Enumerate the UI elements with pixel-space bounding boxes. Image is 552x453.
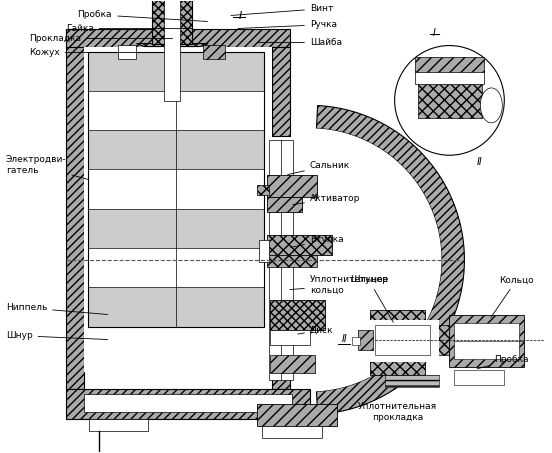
Text: II: II bbox=[342, 334, 348, 344]
Bar bbox=[454, 370, 505, 385]
Bar bbox=[88, 248, 264, 287]
Bar bbox=[259, 240, 269, 262]
Bar bbox=[270, 355, 315, 372]
Text: Кожух: Кожух bbox=[29, 48, 152, 57]
Text: Ниппель: Ниппель bbox=[6, 303, 108, 314]
Bar bbox=[375, 325, 429, 355]
Bar bbox=[203, 44, 225, 58]
Text: Штуцер: Штуцер bbox=[350, 275, 393, 322]
Bar bbox=[370, 310, 424, 375]
Polygon shape bbox=[316, 106, 464, 414]
Text: Электродви-
гатель: Электродви- гатель bbox=[6, 155, 88, 179]
Text: Пробка: Пробка bbox=[78, 10, 208, 21]
Text: Кольцо: Кольцо bbox=[491, 275, 534, 318]
Bar bbox=[267, 255, 317, 267]
Circle shape bbox=[395, 46, 505, 155]
Bar bbox=[267, 197, 302, 212]
Bar bbox=[270, 330, 310, 345]
Bar bbox=[88, 52, 264, 91]
Text: I: I bbox=[238, 10, 242, 21]
Polygon shape bbox=[310, 129, 442, 391]
Bar bbox=[272, 47, 290, 136]
Bar bbox=[257, 185, 269, 195]
Bar bbox=[88, 287, 264, 327]
Bar bbox=[417, 82, 482, 118]
Bar bbox=[358, 330, 373, 350]
Text: II: II bbox=[476, 157, 482, 167]
Bar bbox=[267, 235, 332, 255]
Text: Сальник: Сальник bbox=[288, 161, 350, 174]
Text: Диск: Диск bbox=[298, 325, 333, 334]
Bar bbox=[424, 325, 449, 355]
Bar bbox=[88, 419, 148, 431]
Text: Ручка: Ручка bbox=[238, 20, 337, 29]
Text: Втулка: Втулка bbox=[291, 236, 343, 247]
Text: Активатор: Активатор bbox=[293, 193, 360, 205]
Bar bbox=[270, 300, 325, 330]
Bar bbox=[119, 44, 136, 58]
Bar bbox=[83, 395, 292, 412]
Bar bbox=[66, 29, 290, 47]
Text: Шайба: Шайба bbox=[258, 38, 342, 47]
Text: Прокладка: Прокладка bbox=[29, 34, 173, 43]
Bar bbox=[370, 320, 439, 361]
Text: Гайка: Гайка bbox=[66, 24, 193, 33]
Bar bbox=[164, 0, 181, 101]
Bar bbox=[449, 315, 524, 366]
Bar bbox=[88, 52, 264, 327]
Text: Винт: Винт bbox=[231, 4, 333, 15]
Polygon shape bbox=[136, 43, 208, 47]
Bar bbox=[269, 140, 293, 380]
Bar bbox=[415, 57, 484, 72]
Text: Уплотнительное
кольцо: Уплотнительное кольцо bbox=[290, 275, 389, 294]
Text: Уплотнительная
прокладка: Уплотнительная прокладка bbox=[358, 402, 437, 422]
Bar bbox=[88, 130, 264, 169]
Bar bbox=[152, 0, 192, 43]
Text: Пробка: Пробка bbox=[477, 355, 529, 369]
Bar bbox=[88, 209, 264, 248]
Ellipse shape bbox=[480, 88, 502, 123]
Bar bbox=[267, 175, 317, 197]
Text: Шнур: Шнур bbox=[6, 331, 108, 340]
Bar bbox=[88, 91, 264, 130]
Bar bbox=[66, 29, 83, 390]
Bar bbox=[272, 354, 290, 390]
Bar bbox=[83, 47, 272, 371]
Bar bbox=[385, 375, 439, 386]
Bar bbox=[257, 405, 337, 426]
Text: I: I bbox=[433, 28, 436, 38]
Bar bbox=[262, 426, 322, 439]
Bar bbox=[454, 323, 519, 359]
Bar bbox=[66, 390, 310, 419]
Bar bbox=[415, 71, 484, 84]
Bar bbox=[352, 337, 360, 345]
Bar bbox=[88, 169, 264, 209]
